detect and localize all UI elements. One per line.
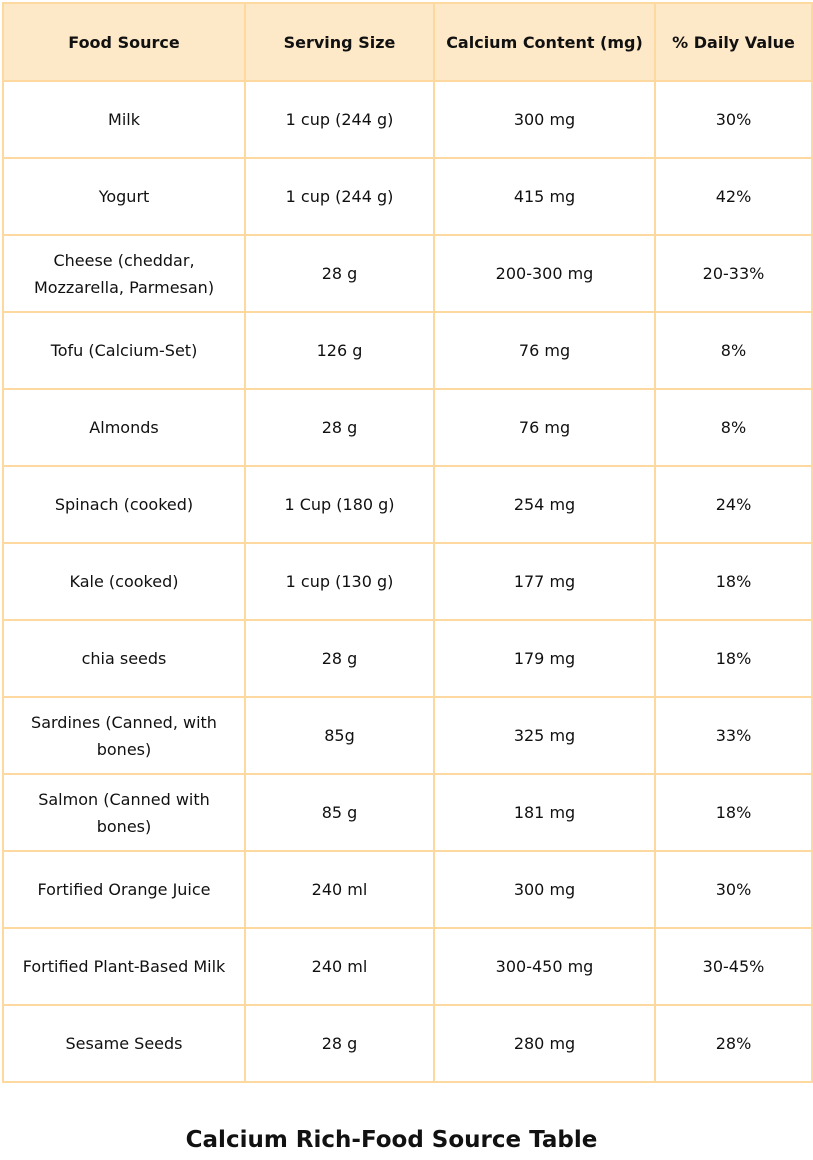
serving-size-cell: 85 g	[244, 773, 435, 852]
calcium-content-cell: 76 mg	[433, 311, 656, 390]
food-source-cell: Almonds	[2, 388, 246, 467]
daily-value-cell: 8%	[654, 311, 813, 390]
table-row: Sesame Seeds 28 g 280 mg 28%	[2, 1004, 813, 1083]
header-calcium-content: Calcium Content (mg)	[433, 2, 656, 82]
serving-size-cell: 126 g	[244, 311, 435, 390]
header-food-source: Food Source	[2, 2, 246, 82]
calcium-content-cell: 325 mg	[433, 696, 656, 775]
table-row: Spinach (cooked) 1 Cup (180 g) 254 mg 24%	[2, 465, 813, 544]
header-serving-size: Serving Size	[244, 2, 435, 82]
daily-value-cell: 30%	[654, 80, 813, 159]
calcium-content-cell: 179 mg	[433, 619, 656, 698]
calcium-content-cell: 76 mg	[433, 388, 656, 467]
table-row: Cheese (cheddar, Mozzarella, Parmesan) 28…	[2, 234, 813, 313]
table-row: chia seeds 28 g 179 mg 18%	[2, 619, 813, 698]
calcium-food-table: Food Source Serving Size Calcium Content…	[2, 2, 813, 1083]
food-source-cell: Fortified Orange Juice	[2, 850, 246, 929]
serving-size-cell: 1 Cup (180 g)	[244, 465, 435, 544]
table-row: Fortified Orange Juice 240 ml 300 mg 30%	[2, 850, 813, 929]
food-source-cell: Sesame Seeds	[2, 1004, 246, 1083]
serving-size-cell: 28 g	[244, 388, 435, 467]
serving-size-cell: 1 cup (244 g)	[244, 80, 435, 159]
food-source-cell: Sardines (Canned, with bones)	[2, 696, 246, 775]
calcium-content-cell: 300 mg	[433, 80, 656, 159]
table-row: Tofu (Calcium-Set) 126 g 76 mg 8%	[2, 311, 813, 390]
daily-value-cell: 20-33%	[654, 234, 813, 313]
table-row: Sardines (Canned, with bones) 85g 325 mg 33…	[2, 696, 813, 775]
calcium-content-cell: 415 mg	[433, 157, 656, 236]
daily-value-cell: 8%	[654, 388, 813, 467]
daily-value-cell: 33%	[654, 696, 813, 775]
food-source-cell: Kale (cooked)	[2, 542, 246, 621]
serving-size-cell: 240 ml	[244, 850, 435, 929]
serving-size-cell: 1 cup (130 g)	[244, 542, 435, 621]
food-source-cell: Cheese (cheddar, Mozzarella, Parmesan)	[2, 234, 246, 313]
serving-size-cell: 28 g	[244, 1004, 435, 1083]
serving-size-cell: 240 ml	[244, 927, 435, 1006]
table-header-row: Food Source Serving Size Calcium Content…	[2, 2, 813, 82]
calcium-content-cell: 177 mg	[433, 542, 656, 621]
table-row: Almonds 28 g 76 mg 8%	[2, 388, 813, 467]
daily-value-cell: 28%	[654, 1004, 813, 1083]
table-row: Yogurt 1 cup (244 g) 415 mg 42%	[2, 157, 813, 236]
serving-size-cell: 1 cup (244 g)	[244, 157, 435, 236]
table-row: Milk 1 cup (244 g) 300 mg 30%	[2, 80, 813, 159]
food-source-cell: Yogurt	[2, 157, 246, 236]
serving-size-cell: 85g	[244, 696, 435, 775]
table-caption: Calcium Rich-Food Source Table	[185, 1127, 598, 1153]
calcium-content-cell: 181 mg	[433, 773, 656, 852]
table-row: Salmon (Canned with bones) 85 g 181 mg 18%	[2, 773, 813, 852]
table-row: Fortified Plant-Based Milk 240 ml 300-450 …	[2, 927, 813, 1006]
daily-value-cell: 30-45%	[654, 927, 813, 1006]
calcium-content-cell: 280 mg	[433, 1004, 656, 1083]
food-source-cell: Fortified Plant-Based Milk	[2, 927, 246, 1006]
calcium-content-cell: 300 mg	[433, 850, 656, 929]
daily-value-cell: 42%	[654, 157, 813, 236]
food-source-cell: Milk	[2, 80, 246, 159]
daily-value-cell: 18%	[654, 773, 813, 852]
calcium-content-cell: 254 mg	[433, 465, 656, 544]
header-daily-value: % Daily Value	[654, 2, 813, 82]
food-source-cell: chia seeds	[2, 619, 246, 698]
calcium-content-cell: 200-300 mg	[433, 234, 656, 313]
calcium-content-cell: 300-450 mg	[433, 927, 656, 1006]
daily-value-cell: 18%	[654, 542, 813, 621]
food-source-cell: Spinach (cooked)	[2, 465, 246, 544]
food-source-cell: Salmon (Canned with bones)	[2, 773, 246, 852]
daily-value-cell: 18%	[654, 619, 813, 698]
table-row: Kale (cooked) 1 cup (130 g) 177 mg 18%	[2, 542, 813, 621]
daily-value-cell: 30%	[654, 850, 813, 929]
food-source-cell: Tofu (Calcium-Set)	[2, 311, 246, 390]
serving-size-cell: 28 g	[244, 234, 435, 313]
daily-value-cell: 24%	[654, 465, 813, 544]
serving-size-cell: 28 g	[244, 619, 435, 698]
